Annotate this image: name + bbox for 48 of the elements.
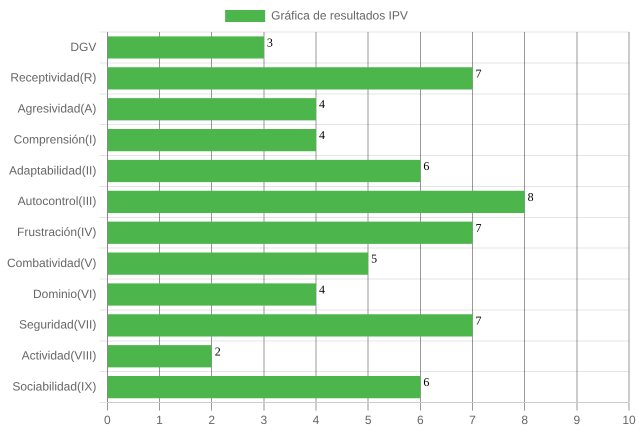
bar — [108, 36, 264, 59]
y-tick-label: Dominio(VI) — [33, 286, 96, 301]
x-tick-label: 9 — [573, 413, 580, 428]
y-tick-label: Adaptabilidad(II) — [8, 163, 96, 178]
legend-label: Gráfica de resultados IPV — [271, 8, 408, 22]
y-tick-label: Receptividad(R) — [10, 70, 96, 85]
x-tick-label: 5 — [364, 413, 372, 428]
y-tick-label: Actividad(VIII) — [22, 348, 96, 363]
bar — [108, 345, 212, 368]
data-label: 6 — [423, 159, 430, 174]
bar — [108, 222, 473, 244]
x-tick-label: 7 — [469, 413, 476, 428]
x-tick-label: 4 — [312, 413, 320, 428]
bar — [108, 67, 473, 90]
x-tick-label: 1 — [156, 413, 164, 428]
data-label: 7 — [476, 66, 482, 80]
data-label: 6 — [423, 375, 430, 390]
y-tick-label: Combatividad(V) — [6, 256, 96, 270]
y-tick-label: Autocontrol(III) — [18, 194, 96, 208]
data-label: 4 — [319, 282, 326, 297]
y-tick-label: Sociabilidad(IX) — [12, 379, 96, 394]
bar — [108, 252, 368, 275]
y-tick-label: Agresividad(A) — [18, 102, 96, 116]
bar — [108, 376, 420, 398]
x-tick-label: 0 — [104, 413, 112, 428]
y-tick-label: Seguridad(VII) — [18, 318, 96, 332]
y-tick-label: Comprensión(I) — [14, 132, 96, 146]
data-label: 3 — [266, 35, 273, 50]
data-label: 8 — [528, 190, 534, 204]
data-label: 4 — [319, 97, 326, 112]
bar — [108, 160, 420, 182]
x-tick-label: 8 — [521, 413, 528, 428]
y-tick-label: DGV — [70, 40, 96, 54]
data-label: 7 — [476, 220, 482, 235]
bar — [108, 283, 316, 306]
data-label: 5 — [371, 252, 378, 266]
data-label: 2 — [214, 344, 221, 358]
x-tick-label: 6 — [417, 413, 424, 428]
bar — [108, 314, 473, 337]
x-tick-label: 3 — [260, 413, 268, 428]
bar — [108, 128, 316, 152]
bar — [108, 98, 316, 120]
x-tick-label: 2 — [208, 413, 216, 428]
y-tick-label: Frustración(IV) — [17, 225, 96, 240]
data-label: 4 — [319, 128, 326, 142]
data-label: 7 — [476, 313, 482, 328]
x-tick-label: 10 — [622, 413, 636, 428]
bar — [108, 190, 525, 213]
